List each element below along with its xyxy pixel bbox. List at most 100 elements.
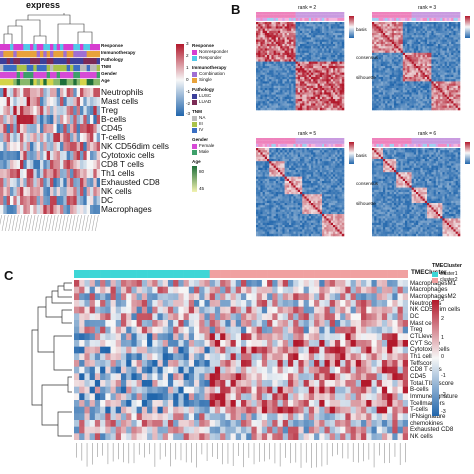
matrix-cell bbox=[446, 68, 450, 71]
matrix-cell bbox=[315, 161, 318, 164]
annotation-cell bbox=[284, 144, 288, 147]
matrix-cell bbox=[402, 85, 406, 89]
matrix-cell bbox=[322, 55, 325, 58]
heatmap-cell bbox=[26, 196, 31, 206]
heatmap-cell bbox=[6, 169, 11, 179]
heatmap-cell bbox=[70, 97, 74, 107]
matrix-cell bbox=[440, 92, 443, 95]
annotation-cell bbox=[418, 15, 421, 18]
matrix-cell bbox=[409, 70, 412, 73]
matrix-cell bbox=[313, 72, 316, 76]
annotation-cell bbox=[90, 44, 94, 51]
matrix-cell bbox=[418, 46, 421, 49]
matrix-cell bbox=[271, 48, 274, 51]
annotation-cell bbox=[396, 18, 399, 21]
matrix-cell bbox=[333, 183, 336, 186]
annotation-cell bbox=[271, 12, 274, 15]
heatmap-cell bbox=[86, 151, 91, 161]
matrix-cell bbox=[387, 79, 390, 82]
heatmap-cell bbox=[76, 88, 81, 98]
matrix-cell bbox=[385, 101, 388, 104]
matrix-cell bbox=[341, 74, 345, 78]
heatmap-cell bbox=[63, 106, 67, 116]
matrix-cell bbox=[330, 96, 334, 100]
matrix-cell bbox=[295, 30, 299, 34]
matrix-cell bbox=[275, 72, 279, 76]
matrix-cell bbox=[311, 99, 314, 102]
matrix-cell bbox=[440, 24, 443, 27]
matrix-cell bbox=[273, 172, 277, 175]
matrix-cell bbox=[411, 81, 415, 84]
matrix-cell bbox=[413, 79, 417, 82]
matrix-cell bbox=[446, 44, 450, 47]
heatmap-cell bbox=[66, 97, 71, 107]
matrix-cell bbox=[304, 66, 307, 69]
annotation-cell bbox=[50, 65, 54, 72]
matrix-cell bbox=[264, 92, 268, 95]
matrix-cell bbox=[297, 96, 301, 100]
annotation-cell bbox=[413, 18, 417, 21]
matrix-cell bbox=[422, 101, 426, 104]
subplot-title: rank = 3 bbox=[418, 5, 437, 11]
matrix-cell bbox=[380, 103, 384, 106]
matrix-cell bbox=[282, 105, 285, 109]
matrix-cell bbox=[324, 154, 327, 158]
matrix-cell bbox=[451, 46, 454, 49]
matrix-cell bbox=[398, 22, 401, 25]
matrix-cell bbox=[262, 103, 266, 106]
matrix-cell bbox=[315, 152, 318, 155]
annotation-cell bbox=[269, 18, 272, 21]
matrix-cell bbox=[293, 85, 296, 89]
matrix-cell bbox=[387, 63, 390, 67]
matrix-cell bbox=[258, 178, 261, 182]
matrix-cell bbox=[260, 150, 263, 153]
matrix-cell bbox=[289, 185, 292, 188]
annotation-cell bbox=[380, 18, 384, 21]
matrix-cell bbox=[438, 41, 441, 45]
matrix-cell bbox=[391, 90, 395, 93]
matrix-cell bbox=[438, 57, 441, 60]
matrix-cell bbox=[457, 48, 461, 51]
matrix-cell bbox=[431, 59, 434, 62]
heatmap-cell bbox=[73, 187, 77, 197]
matrix-cell bbox=[326, 81, 329, 84]
matrix-cell bbox=[341, 48, 345, 51]
matrix-cell bbox=[335, 105, 338, 109]
annotation-cell bbox=[13, 58, 17, 65]
heatmap-cell bbox=[23, 160, 27, 170]
matrix-cell bbox=[317, 55, 321, 58]
matrix-cell bbox=[341, 181, 345, 184]
matrix-cell bbox=[330, 70, 334, 73]
matrix-cell bbox=[372, 46, 375, 49]
matrix-cell bbox=[300, 57, 303, 60]
row-label: Exhausted CD8 bbox=[101, 177, 160, 187]
matrix-cell bbox=[335, 37, 338, 40]
matrix-cell bbox=[300, 79, 303, 82]
matrix-cell bbox=[453, 26, 456, 29]
heatmap-cell bbox=[66, 160, 71, 170]
matrix-cell bbox=[409, 37, 412, 40]
annotation-cell bbox=[60, 51, 64, 58]
matrix-cell bbox=[280, 68, 283, 71]
annotation-cell bbox=[385, 18, 388, 21]
matrix-cell bbox=[409, 103, 412, 106]
matrix-cell bbox=[380, 44, 384, 47]
matrix-cell bbox=[391, 66, 395, 69]
matrix-cell bbox=[413, 92, 417, 95]
annotation-cell bbox=[444, 12, 448, 15]
annotation-cell bbox=[337, 15, 340, 18]
heatmap-cell bbox=[26, 115, 31, 125]
matrix-cell bbox=[306, 30, 310, 34]
matrix-cell bbox=[416, 99, 419, 102]
matrix-cell bbox=[271, 154, 274, 158]
matrix-cell bbox=[429, 92, 432, 95]
matrix-cell bbox=[284, 99, 288, 102]
matrix-cell bbox=[455, 92, 459, 95]
heatmap-cell bbox=[36, 133, 41, 143]
matrix-cell bbox=[455, 88, 459, 91]
matrix-cell bbox=[317, 99, 321, 102]
matrix-cell bbox=[416, 26, 419, 29]
matrix-cell bbox=[449, 83, 452, 87]
heatmap-cell bbox=[33, 169, 37, 179]
matrix-cell bbox=[407, 44, 410, 47]
